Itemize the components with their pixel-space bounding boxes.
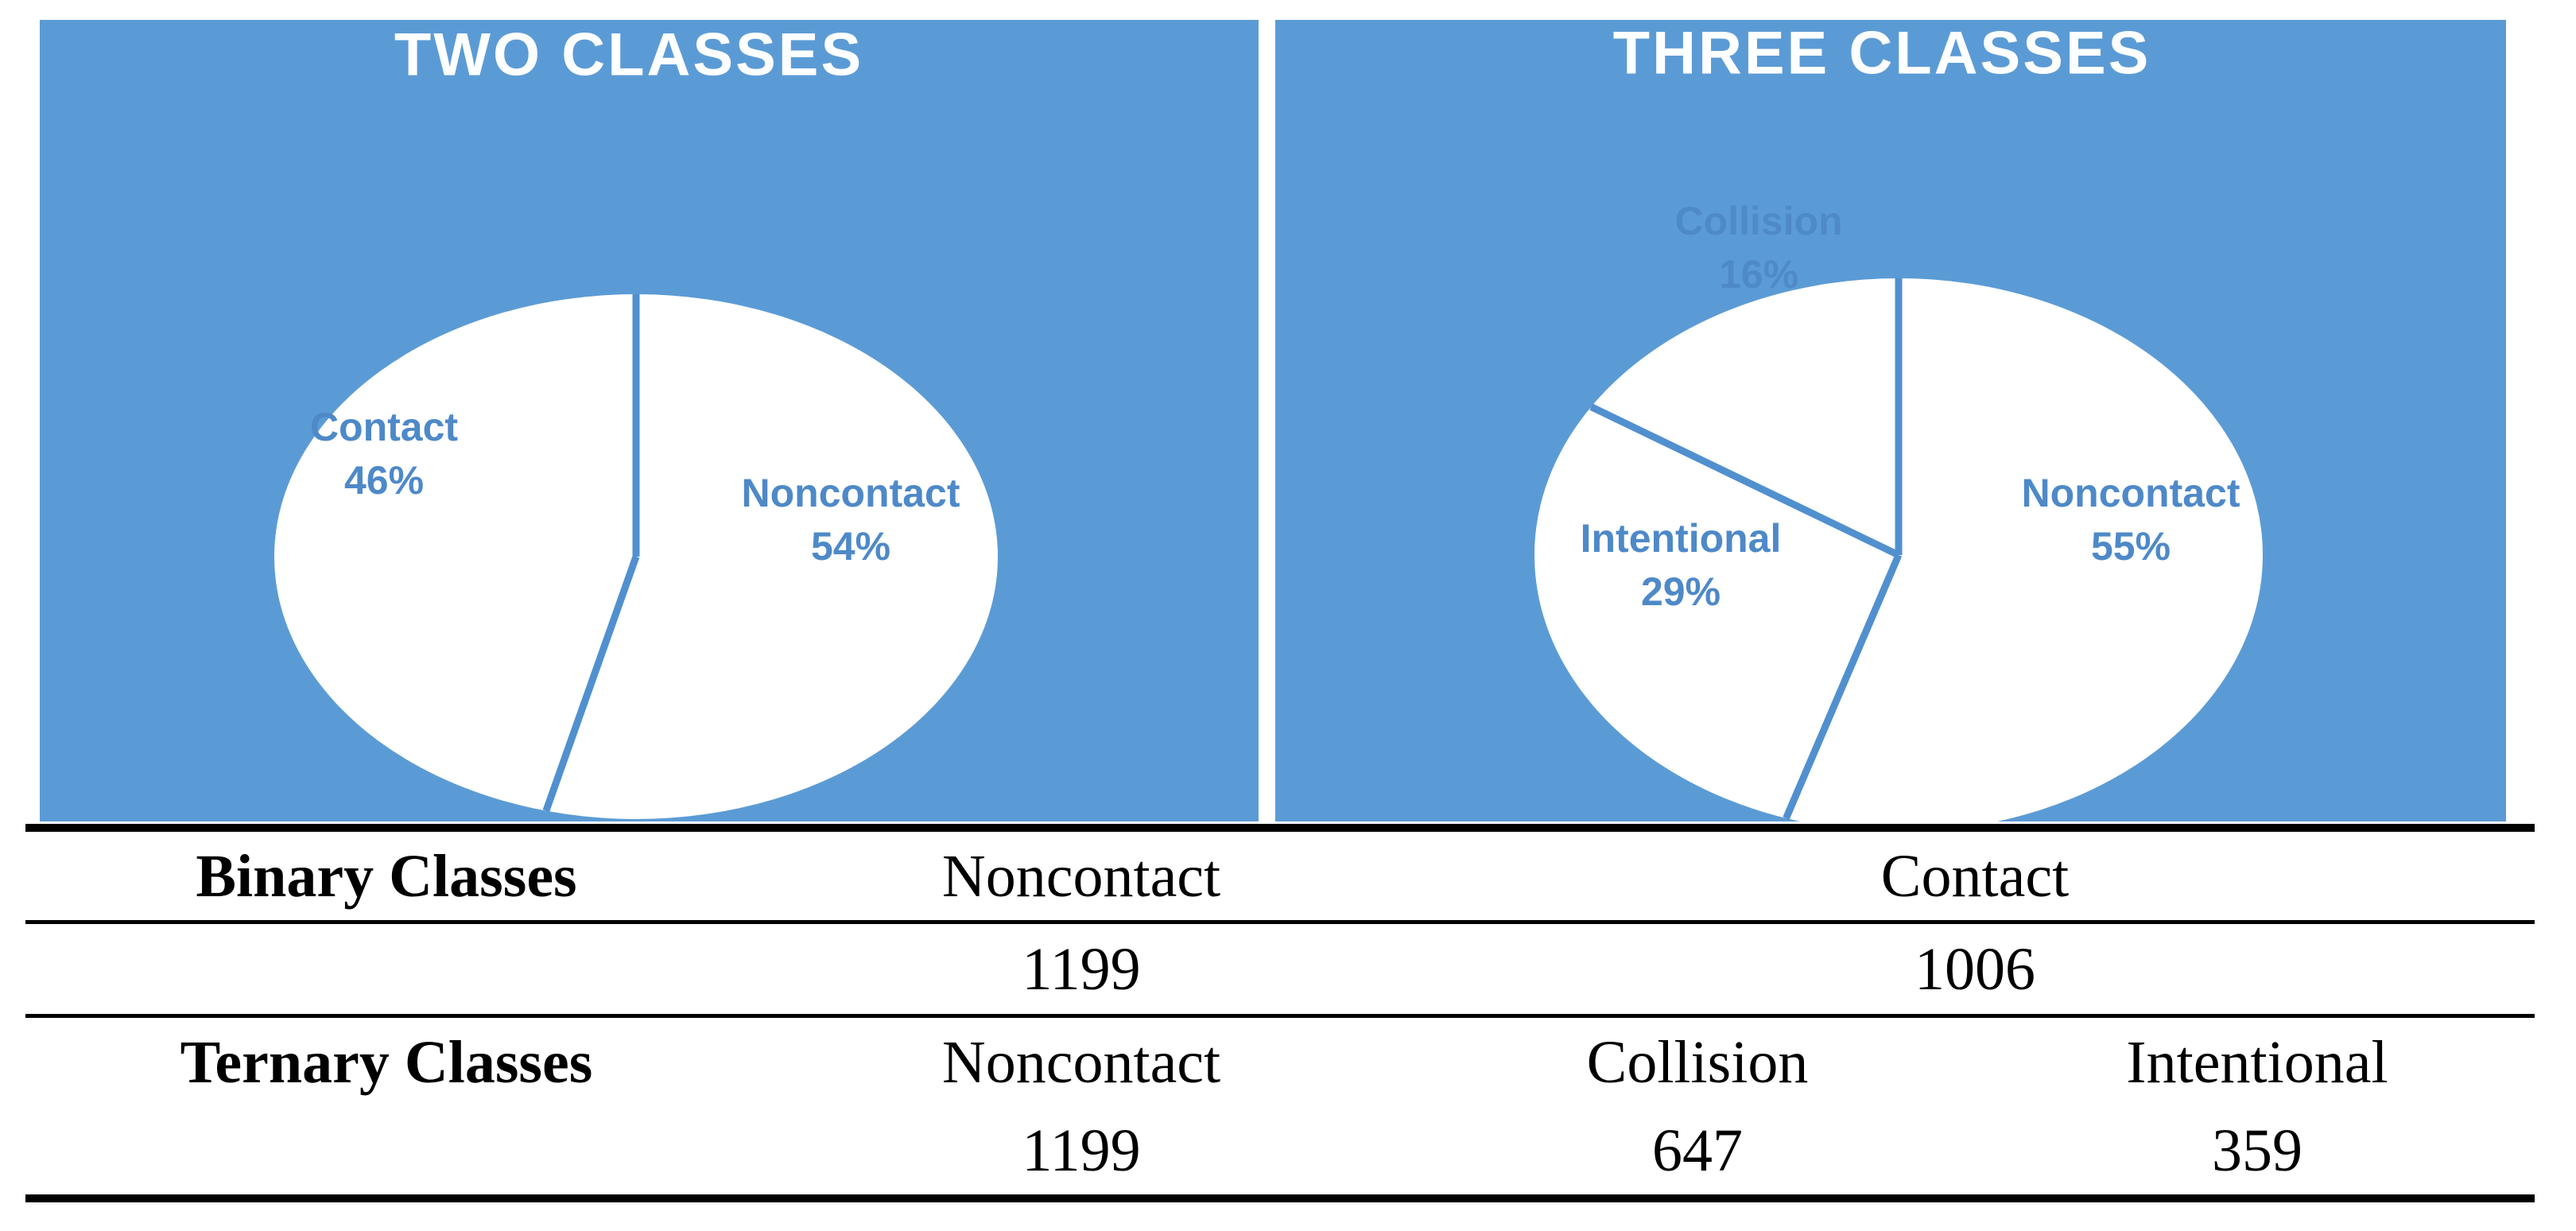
table-row-binary-counts: 1199 1006 [25, 924, 2535, 1014]
contact-slice-name: Contact [309, 405, 459, 449]
class-counts-table: Binary Classes Noncontact Contact 1199 1… [25, 824, 2535, 1202]
two-classes-pie-chart [274, 294, 998, 819]
noncontact2-slice-name: Noncontact [741, 471, 960, 515]
cell-binary-contact: Contact [1880, 842, 2070, 910]
two-classes-title: TWO CLASSES [394, 21, 864, 89]
table-top-rule [25, 824, 2535, 832]
panel-two-classes [40, 20, 1259, 821]
intentional-slice-label: Intentional 29% [1581, 512, 1782, 619]
table-row-ternary-counts: 1199 647 359 [25, 1106, 2535, 1194]
table-row-binary-labels: Binary Classes Noncontact Contact [25, 832, 2535, 920]
contact-slice-label: Contact 46% [310, 401, 458, 507]
cell-ternary-intentional-count: 359 [2212, 1116, 2302, 1184]
cell-ternary-collision: Collision [1586, 1028, 1809, 1096]
noncontact2-slice-label: Noncontact 54% [742, 467, 960, 573]
cell-binary-noncontact: Noncontact [941, 842, 1221, 910]
noncontact2-slice-pct: 54% [810, 524, 891, 569]
cell-binary-header: Binary Classes [196, 842, 577, 910]
noncontact3-slice-label: Noncontact 55% [2022, 467, 2240, 573]
three-classes-title: THREE CLASSES [1612, 19, 2151, 87]
noncontact3-slice-pct: 55% [2090, 524, 2171, 569]
table-row-ternary-labels: Ternary Classes Noncontact Collision Int… [25, 1018, 2535, 1106]
collision-slice-pct: 16% [1718, 252, 1799, 297]
intentional-slice-name: Intentional [1580, 516, 1782, 561]
cell-binary-empty [25, 924, 747, 1014]
table-mid-rule-1 [25, 920, 2535, 924]
cell-ternary-collision-count: 647 [1652, 1116, 1743, 1184]
collision-slice-name: Collision [1674, 199, 1843, 243]
cell-ternary-header: Ternary Classes [180, 1028, 593, 1096]
cell-binary-noncontact-count: 1199 [1022, 935, 1141, 1003]
table-mid-rule-2 [25, 1014, 2535, 1018]
contact-slice-pct: 46% [343, 458, 425, 503]
collision-slice-label: Collision 16% [1674, 195, 1842, 301]
cell-ternary-noncontact-count: 1199 [1022, 1116, 1141, 1184]
table-bottom-rule [25, 1194, 2535, 1202]
three-classes-pie-chart [1534, 278, 2263, 821]
cell-binary-contact-count: 1006 [1915, 935, 2035, 1003]
noncontact3-slice-name: Noncontact [2021, 471, 2240, 515]
intentional-slice-pct: 29% [1640, 569, 1721, 614]
panel-three-classes [1275, 20, 2506, 821]
cell-ternary-noncontact: Noncontact [941, 1028, 1221, 1096]
cell-ternary-empty [25, 1106, 747, 1194]
cell-ternary-intentional: Intentional [2126, 1028, 2388, 1096]
